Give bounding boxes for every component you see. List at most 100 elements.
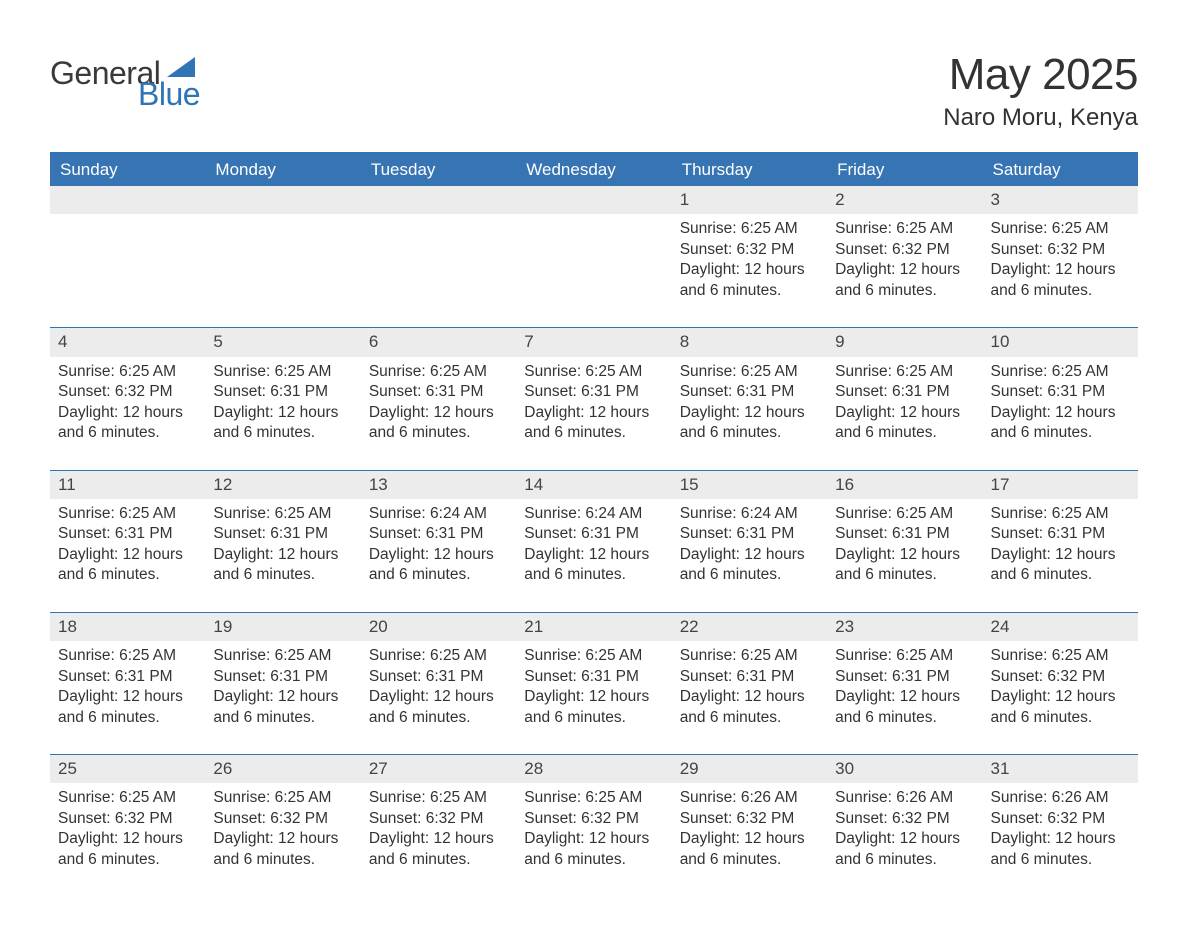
- daylight-line: Daylight: 12 hours and 6 minutes.: [369, 687, 508, 728]
- col-wednesday: Wednesday: [516, 153, 671, 186]
- week-info-row: Sunrise: 6:25 AMSunset: 6:32 PMDaylight:…: [50, 357, 1138, 470]
- day-info-cell: [516, 214, 671, 327]
- sunrise-line: Sunrise: 6:25 AM: [213, 504, 352, 524]
- day-info: Sunrise: 6:25 AMSunset: 6:31 PMDaylight:…: [827, 641, 982, 728]
- daylight-line: Daylight: 12 hours and 6 minutes.: [524, 545, 663, 586]
- page-title: May 2025: [943, 50, 1138, 100]
- daylight-line: Daylight: 12 hours and 6 minutes.: [680, 687, 819, 728]
- daylight-line: Daylight: 12 hours and 6 minutes.: [58, 403, 197, 444]
- day-info-cell: Sunrise: 6:25 AMSunset: 6:32 PMDaylight:…: [516, 783, 671, 896]
- day-info-cell: Sunrise: 6:25 AMSunset: 6:32 PMDaylight:…: [50, 357, 205, 470]
- day-info: Sunrise: 6:25 AMSunset: 6:32 PMDaylight:…: [827, 214, 982, 301]
- day-number-cell: 2: [827, 186, 982, 214]
- sunset-line: Sunset: 6:31 PM: [680, 524, 819, 544]
- day-number-cell: [361, 186, 516, 214]
- daylight-line: Daylight: 12 hours and 6 minutes.: [991, 545, 1130, 586]
- day-number-cell: 24: [983, 612, 1138, 641]
- week-info-row: Sunrise: 6:25 AMSunset: 6:31 PMDaylight:…: [50, 641, 1138, 754]
- day-info-cell: Sunrise: 6:25 AMSunset: 6:31 PMDaylight:…: [672, 641, 827, 754]
- day-info-cell: Sunrise: 6:25 AMSunset: 6:32 PMDaylight:…: [672, 214, 827, 327]
- day-info-cell: Sunrise: 6:25 AMSunset: 6:31 PMDaylight:…: [827, 499, 982, 612]
- day-info: Sunrise: 6:25 AMSunset: 6:31 PMDaylight:…: [516, 357, 671, 444]
- sunrise-line: Sunrise: 6:25 AM: [680, 646, 819, 666]
- daylight-line: Daylight: 12 hours and 6 minutes.: [835, 829, 974, 870]
- day-info-cell: Sunrise: 6:25 AMSunset: 6:32 PMDaylight:…: [983, 214, 1138, 327]
- sunset-line: Sunset: 6:31 PM: [213, 382, 352, 402]
- day-info-cell: [361, 214, 516, 327]
- day-number-cell: 23: [827, 612, 982, 641]
- sunrise-line: Sunrise: 6:24 AM: [369, 504, 508, 524]
- day-number-cell: 30: [827, 755, 982, 784]
- day-number-cell: 9: [827, 328, 982, 357]
- daylight-line: Daylight: 12 hours and 6 minutes.: [991, 829, 1130, 870]
- day-number-cell: [50, 186, 205, 214]
- sunset-line: Sunset: 6:31 PM: [213, 667, 352, 687]
- sunset-line: Sunset: 6:31 PM: [524, 667, 663, 687]
- day-number-cell: 7: [516, 328, 671, 357]
- day-info: Sunrise: 6:25 AMSunset: 6:32 PMDaylight:…: [50, 783, 205, 870]
- calendar-table: Sunday Monday Tuesday Wednesday Thursday…: [50, 152, 1138, 896]
- day-info-cell: Sunrise: 6:25 AMSunset: 6:31 PMDaylight:…: [672, 357, 827, 470]
- sunset-line: Sunset: 6:32 PM: [991, 809, 1130, 829]
- day-info: Sunrise: 6:25 AMSunset: 6:31 PMDaylight:…: [983, 357, 1138, 444]
- sunset-line: Sunset: 6:31 PM: [524, 382, 663, 402]
- daylight-line: Daylight: 12 hours and 6 minutes.: [680, 829, 819, 870]
- day-number-cell: 17: [983, 470, 1138, 499]
- day-info-cell: Sunrise: 6:25 AMSunset: 6:31 PMDaylight:…: [50, 499, 205, 612]
- daylight-line: Daylight: 12 hours and 6 minutes.: [991, 403, 1130, 444]
- day-info-cell: Sunrise: 6:24 AMSunset: 6:31 PMDaylight:…: [672, 499, 827, 612]
- day-info-cell: Sunrise: 6:25 AMSunset: 6:32 PMDaylight:…: [50, 783, 205, 896]
- day-number-cell: 27: [361, 755, 516, 784]
- calendar-body: 123Sunrise: 6:25 AMSunset: 6:32 PMDaylig…: [50, 186, 1138, 896]
- day-info: Sunrise: 6:26 AMSunset: 6:32 PMDaylight:…: [983, 783, 1138, 870]
- day-number-cell: 31: [983, 755, 1138, 784]
- day-info: Sunrise: 6:25 AMSunset: 6:31 PMDaylight:…: [516, 641, 671, 728]
- week-number-row: 18192021222324: [50, 612, 1138, 641]
- col-saturday: Saturday: [983, 153, 1138, 186]
- day-info-cell: [205, 214, 360, 327]
- daylight-line: Daylight: 12 hours and 6 minutes.: [58, 545, 197, 586]
- day-info-cell: Sunrise: 6:25 AMSunset: 6:31 PMDaylight:…: [205, 499, 360, 612]
- sunrise-line: Sunrise: 6:25 AM: [213, 646, 352, 666]
- daylight-line: Daylight: 12 hours and 6 minutes.: [524, 829, 663, 870]
- brand-word-2: Blue: [138, 76, 285, 113]
- day-info-cell: Sunrise: 6:25 AMSunset: 6:31 PMDaylight:…: [983, 499, 1138, 612]
- day-info-cell: Sunrise: 6:25 AMSunset: 6:31 PMDaylight:…: [827, 357, 982, 470]
- day-info: Sunrise: 6:25 AMSunset: 6:31 PMDaylight:…: [205, 499, 360, 586]
- sunrise-line: Sunrise: 6:25 AM: [58, 362, 197, 382]
- sunrise-line: Sunrise: 6:25 AM: [369, 646, 508, 666]
- day-info-cell: Sunrise: 6:24 AMSunset: 6:31 PMDaylight:…: [361, 499, 516, 612]
- day-info: Sunrise: 6:25 AMSunset: 6:32 PMDaylight:…: [50, 357, 205, 444]
- day-info-cell: Sunrise: 6:25 AMSunset: 6:31 PMDaylight:…: [361, 641, 516, 754]
- sunrise-line: Sunrise: 6:25 AM: [991, 504, 1130, 524]
- day-info-cell: Sunrise: 6:25 AMSunset: 6:31 PMDaylight:…: [827, 641, 982, 754]
- sunrise-line: Sunrise: 6:25 AM: [213, 788, 352, 808]
- day-info: Sunrise: 6:25 AMSunset: 6:31 PMDaylight:…: [827, 357, 982, 444]
- sunset-line: Sunset: 6:31 PM: [58, 524, 197, 544]
- sunrise-line: Sunrise: 6:25 AM: [680, 219, 819, 239]
- title-block: May 2025 Naro Moru, Kenya: [943, 50, 1138, 146]
- day-number-cell: 16: [827, 470, 982, 499]
- sunrise-line: Sunrise: 6:25 AM: [524, 646, 663, 666]
- day-info: Sunrise: 6:25 AMSunset: 6:31 PMDaylight:…: [672, 357, 827, 444]
- day-number-cell: 12: [205, 470, 360, 499]
- day-info: Sunrise: 6:25 AMSunset: 6:32 PMDaylight:…: [672, 214, 827, 301]
- daylight-line: Daylight: 12 hours and 6 minutes.: [213, 687, 352, 728]
- day-number-cell: 29: [672, 755, 827, 784]
- day-header-row: Sunday Monday Tuesday Wednesday Thursday…: [50, 153, 1138, 186]
- sunset-line: Sunset: 6:32 PM: [213, 809, 352, 829]
- day-number-cell: 4: [50, 328, 205, 357]
- day-number-cell: 3: [983, 186, 1138, 214]
- day-info-cell: Sunrise: 6:25 AMSunset: 6:32 PMDaylight:…: [205, 783, 360, 896]
- daylight-line: Daylight: 12 hours and 6 minutes.: [835, 545, 974, 586]
- daylight-line: Daylight: 12 hours and 6 minutes.: [680, 403, 819, 444]
- week-info-row: Sunrise: 6:25 AMSunset: 6:31 PMDaylight:…: [50, 499, 1138, 612]
- day-info: Sunrise: 6:25 AMSunset: 6:31 PMDaylight:…: [827, 499, 982, 586]
- day-info-cell: Sunrise: 6:26 AMSunset: 6:32 PMDaylight:…: [672, 783, 827, 896]
- sunset-line: Sunset: 6:32 PM: [835, 240, 974, 260]
- sunrise-line: Sunrise: 6:25 AM: [58, 646, 197, 666]
- sunset-line: Sunset: 6:31 PM: [991, 382, 1130, 402]
- brand-logo: General Blue: [50, 50, 197, 110]
- day-number-cell: 21: [516, 612, 671, 641]
- sunset-line: Sunset: 6:32 PM: [991, 240, 1130, 260]
